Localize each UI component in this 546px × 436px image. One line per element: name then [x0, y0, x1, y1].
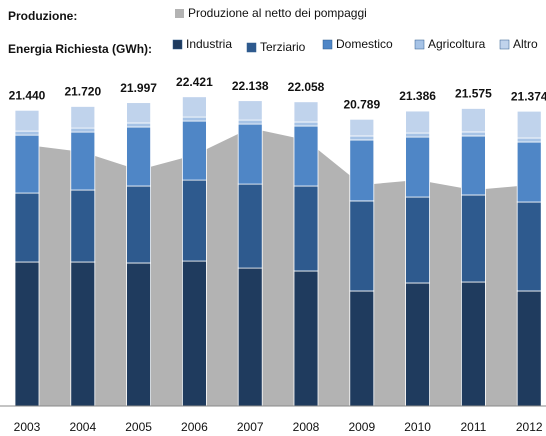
- heading: Produzione:: [8, 9, 77, 23]
- legend-swatch: [322, 39, 333, 50]
- bar-segment: [237, 183, 263, 269]
- total-label: 21.997: [120, 81, 157, 95]
- bar-segment: [126, 185, 151, 264]
- legend-label: Agricoltura: [428, 37, 486, 51]
- legend-label: Domestico: [336, 37, 393, 51]
- bar-segment: [293, 185, 319, 272]
- bar-segment: [237, 119, 263, 125]
- bar-segment: [516, 110, 542, 139]
- total-label: 22.058: [288, 80, 325, 94]
- legend-label: Produzione al netto dei pompaggi: [188, 6, 367, 20]
- total-label: 21.374: [511, 89, 546, 103]
- bar-segment: [14, 261, 40, 407]
- bar-segment: [237, 267, 263, 407]
- bar-segment: [126, 122, 151, 128]
- bar-segment: [349, 290, 375, 407]
- bar-segment: [14, 109, 40, 132]
- bar-segment: [349, 135, 375, 141]
- heading: Energia Richiesta (GWh):: [8, 42, 152, 56]
- bar-segment: [181, 120, 207, 181]
- bar-segment: [181, 116, 207, 122]
- x-tick-label: 2008: [293, 420, 320, 434]
- area: [27, 128, 530, 407]
- bar-segment: [126, 102, 151, 124]
- total-label: 21.575: [455, 87, 492, 101]
- bar-segment: [349, 139, 375, 202]
- bar-segment: [405, 110, 431, 134]
- legend-swatch: [175, 9, 184, 18]
- bar-segment: [349, 200, 375, 292]
- x-tick-label: 2010: [404, 420, 431, 434]
- bar-segment: [70, 261, 96, 407]
- x-tick-label: 2005: [125, 420, 152, 434]
- legend-label: Altro: [513, 37, 538, 51]
- bar-segment: [405, 132, 431, 138]
- bar-segment: [516, 201, 542, 292]
- bar-segment: [181, 179, 207, 262]
- bar-segment: [516, 290, 542, 407]
- legend-label: Terziario: [260, 40, 306, 54]
- legend-swatch: [414, 39, 425, 50]
- total-label: 20.789: [343, 97, 380, 111]
- bar-segment: [293, 270, 319, 407]
- bar-segment: [237, 123, 263, 185]
- bar-segment: [14, 130, 40, 136]
- bar-segment: [293, 101, 319, 123]
- bar-segment: [349, 118, 375, 137]
- bar-segment: [181, 96, 207, 118]
- legend-swatch: [172, 39, 183, 50]
- bar-segment: [70, 127, 96, 133]
- x-tick-label: 2004: [69, 420, 96, 434]
- bar-segment: [126, 262, 151, 407]
- total-label: 22.138: [232, 79, 269, 93]
- x-tick-label: 2009: [348, 420, 375, 434]
- total-label: 22.421: [176, 75, 213, 89]
- bar-segment: [460, 194, 486, 283]
- bar-segment: [405, 136, 431, 198]
- legend-label: Industria: [186, 37, 232, 51]
- bar-segment: [70, 106, 96, 129]
- bar-segment: [405, 282, 431, 407]
- bar-segment: [293, 121, 319, 127]
- total-label: 21.720: [64, 85, 101, 99]
- bar-segment: [70, 131, 96, 191]
- x-tick-label: 2007: [237, 420, 264, 434]
- total-label: 21.386: [399, 89, 436, 103]
- bar-segment: [237, 100, 263, 121]
- bar-segment: [70, 189, 96, 263]
- bar-segment: [126, 126, 151, 187]
- legend-swatch: [499, 39, 510, 50]
- bar-segment: [460, 131, 486, 137]
- bar-segment: [293, 125, 319, 187]
- bar-segment: [460, 281, 486, 407]
- total-label: 21.440: [9, 88, 46, 102]
- x-tick-label: 2003: [14, 420, 41, 434]
- bar-segment: [14, 134, 40, 194]
- bar-segment: [14, 192, 40, 263]
- x-tick-label: 2012: [516, 420, 543, 434]
- x-tick-label: 2011: [460, 420, 486, 434]
- bar-segment: [460, 135, 486, 196]
- bar-segment: [460, 108, 486, 133]
- legend-swatch: [246, 42, 257, 53]
- bar-segment: [516, 137, 542, 143]
- bar-segment: [181, 260, 207, 407]
- bar-segment: [405, 196, 431, 284]
- x-tick-label: 2006: [181, 420, 208, 434]
- bar-segment: [516, 141, 542, 203]
